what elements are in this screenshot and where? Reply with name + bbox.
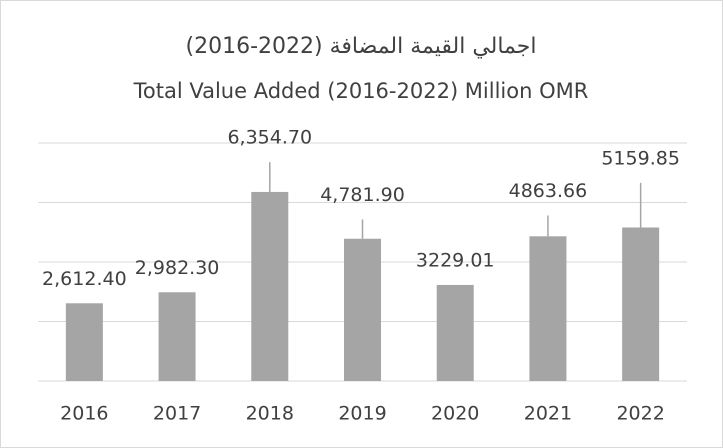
bar <box>158 292 196 381</box>
data-label: 2,612.40 <box>42 268 127 290</box>
x-tick-label: 2017 <box>153 403 201 425</box>
data-label: 3229.01 <box>416 249 495 271</box>
data-label: 4,781.90 <box>320 184 405 206</box>
data-label: 6,354.70 <box>227 127 312 149</box>
chart-subtitle: Total Value Added (2016-2022) Million OM… <box>133 79 589 103</box>
data-label: 5159.85 <box>601 147 680 169</box>
x-tick-label: 2016 <box>60 403 108 425</box>
x-tick-label: 2019 <box>338 403 386 425</box>
data-label: 2,982.30 <box>135 257 220 279</box>
bar <box>251 191 289 381</box>
bar <box>344 238 381 381</box>
bar <box>622 227 660 381</box>
chart-title: اجمالي القيمة المضافة (2022-2016) <box>185 34 536 59</box>
bar <box>65 303 103 381</box>
data-label: 4863.66 <box>509 180 588 202</box>
x-tick-label: 2018 <box>246 403 294 425</box>
x-tick-label: 2020 <box>431 403 479 425</box>
bar <box>436 284 474 381</box>
x-tick-label: 2021 <box>524 403 572 425</box>
x-tick-label: 2022 <box>616 403 664 425</box>
bar <box>529 236 567 381</box>
